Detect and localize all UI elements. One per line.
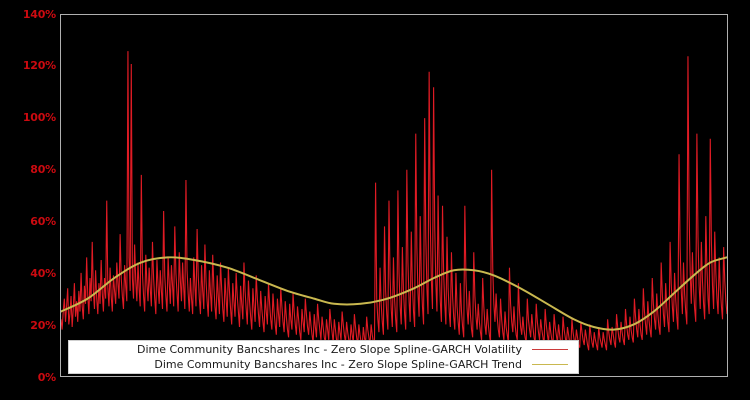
legend-label-trend: Dime Community Bancshares Inc - Zero Slo… — [154, 358, 522, 371]
y-tick-label: 140% — [22, 7, 56, 21]
y-axis-tick-labels: 0% 20% 40% 60% 80% 100% 120% 140% — [0, 0, 56, 400]
legend-label-volatility: Dime Community Bancshares Inc - Zero Slo… — [136, 343, 522, 356]
volatility-line — [61, 51, 727, 351]
volatility-series — [61, 51, 727, 351]
plot-area — [60, 14, 728, 377]
chart-legend: Dime Community Bancshares Inc - Zero Slo… — [68, 340, 579, 374]
y-tick-label: 120% — [22, 59, 56, 73]
y-tick-label: 40% — [30, 266, 56, 280]
chart-svg — [61, 51, 727, 351]
y-tick-label: 100% — [22, 111, 56, 125]
trend-series — [61, 256, 727, 331]
y-tick-label: 20% — [30, 318, 56, 332]
y-tick-label: 0% — [37, 370, 56, 384]
y-tick-label: 80% — [30, 163, 56, 177]
legend-entry-volatility: Dime Community Bancshares Inc - Zero Slo… — [69, 342, 578, 357]
legend-swatch-volatility-icon — [532, 349, 568, 350]
legend-swatch-trend-icon — [532, 364, 568, 365]
y-tick-label: 60% — [30, 214, 56, 228]
legend-entry-trend: Dime Community Bancshares Inc - Zero Slo… — [69, 357, 578, 372]
